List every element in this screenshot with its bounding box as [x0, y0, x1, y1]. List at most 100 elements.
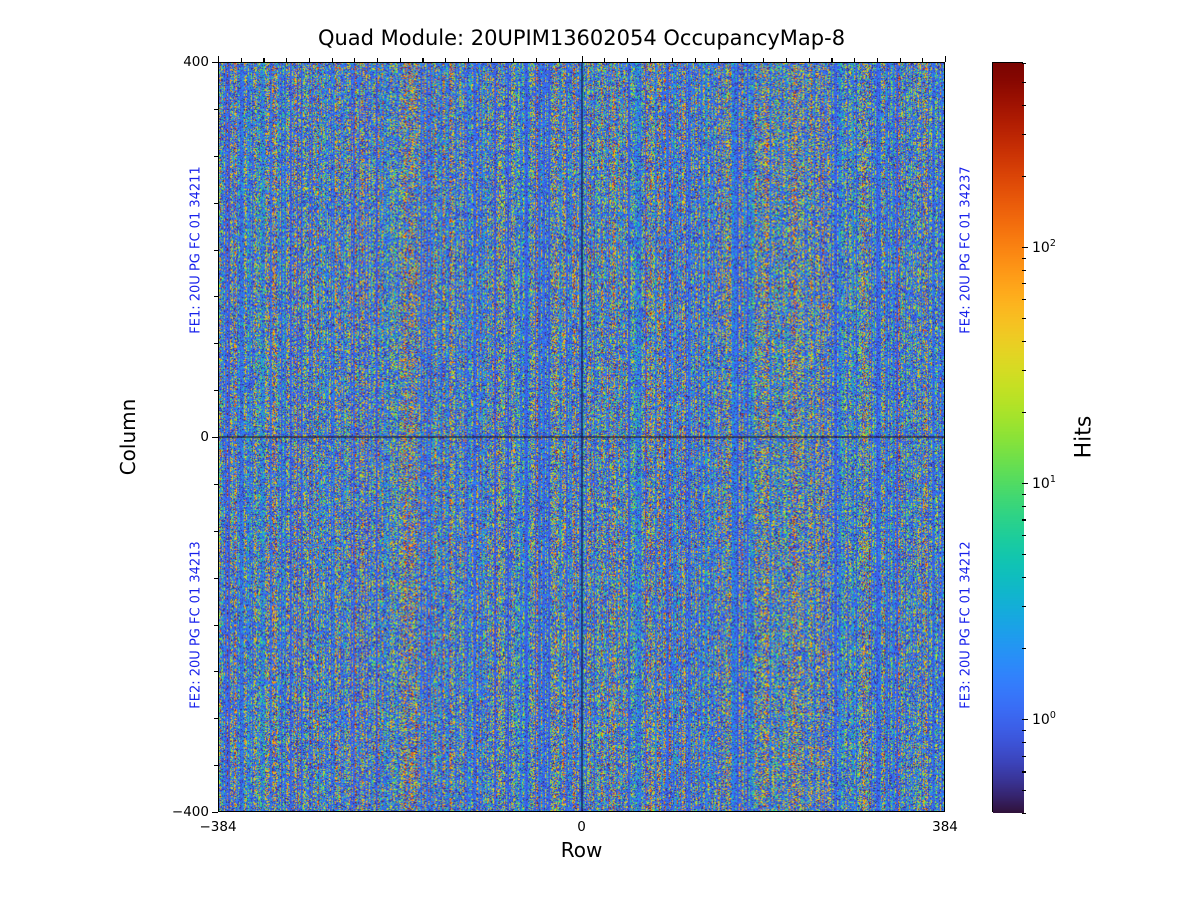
y-axis-minor-tick	[214, 249, 218, 251]
x-axis-minor-tick	[308, 58, 310, 62]
x-axis-minor-tick	[536, 58, 538, 62]
colorbar-minor-tick	[1022, 104, 1026, 106]
x-axis-minor-tick	[399, 58, 401, 62]
colorbar-minor-tick	[1022, 606, 1026, 608]
colorbar-minor-tick	[1022, 755, 1026, 757]
colorbar-major-tick	[1022, 482, 1028, 484]
annotation-fe3: FE3: 20U PG FC 01 34212	[958, 541, 974, 709]
x-axis-minor-tick	[331, 58, 333, 62]
x-axis-major-tick	[581, 55, 583, 62]
colorbar-minor-tick	[1022, 576, 1026, 578]
x-axis-minor-tick	[672, 58, 674, 62]
colorbar-minor-tick	[1022, 505, 1026, 507]
y-axis-minor-tick	[214, 765, 218, 767]
x-axis-minor-tick	[604, 58, 606, 62]
colorbar-minor-tick	[1022, 790, 1026, 792]
colorbar-minor-tick	[1022, 283, 1026, 285]
x-axis-major-tick	[945, 55, 947, 62]
y-axis-minor-tick	[214, 530, 218, 532]
x-axis-minor-tick	[558, 58, 560, 62]
x-axis-minor-tick	[649, 58, 651, 62]
colorbar-tick-label: 102	[1032, 237, 1056, 256]
colorbar-minor-tick	[1022, 175, 1026, 177]
colorbar-minor-tick	[1022, 411, 1026, 413]
x-axis-minor-tick	[445, 58, 447, 62]
x-axis-label: Row	[560, 838, 603, 862]
x-axis-tick-label: −384	[199, 819, 237, 835]
x-axis-minor-tick	[626, 58, 629, 62]
x-axis-major-tick	[218, 55, 220, 62]
colorbar-minor-tick	[1022, 81, 1026, 83]
x-axis-minor-tick	[286, 58, 288, 62]
colorbar-minor-tick	[1022, 813, 1026, 815]
x-axis-minor-tick	[899, 58, 901, 62]
occupancy-heatmap-axes	[218, 62, 945, 812]
y-axis-minor-tick	[214, 577, 218, 579]
x-axis-minor-tick	[263, 58, 265, 62]
x-axis-minor-tick	[467, 58, 469, 62]
y-axis-minor-tick	[214, 202, 218, 204]
x-axis-minor-tick	[354, 58, 356, 62]
y-axis-tick-label: 400	[183, 54, 209, 70]
y-axis-minor-tick	[214, 718, 218, 720]
y-axis-tick-label: −400	[171, 804, 209, 820]
y-axis-minor-tick	[214, 390, 218, 392]
annotation-fe2: FE2: 20U PG FC 01 34213	[188, 541, 204, 709]
colorbar-minor-tick	[1022, 63, 1026, 65]
y-axis-major-tick	[211, 62, 218, 64]
x-axis-minor-tick	[422, 58, 424, 62]
y-axis-minor-tick	[214, 296, 218, 298]
y-axis-minor-tick	[214, 108, 218, 110]
x-axis-minor-tick	[717, 58, 719, 62]
colorbar: 100 101 102	[992, 62, 1056, 815]
colorbar-minor-tick	[1022, 729, 1026, 731]
colorbar-minor-tick	[1022, 134, 1026, 136]
y-axis-label: Column	[116, 398, 140, 476]
colorbar-minor-tick	[1022, 269, 1026, 271]
colorbar-minor-tick	[1022, 299, 1026, 301]
x-axis-minor-tick	[490, 58, 492, 62]
colorbar-major-tick	[1022, 246, 1028, 248]
x-axis-minor-tick	[922, 58, 924, 62]
x-axis-minor-tick	[513, 58, 515, 62]
colorbar-minor-tick	[1022, 519, 1026, 521]
x-axis-tick-label: 384	[932, 819, 958, 835]
x-axis-minor-tick	[808, 58, 810, 62]
colorbar-minor-tick	[1022, 340, 1026, 342]
colorbar-minor-tick	[1022, 493, 1026, 495]
colorbar-minor-tick	[1022, 741, 1026, 743]
y-axis-minor-tick	[214, 343, 218, 345]
colorbar-minor-tick	[1022, 257, 1026, 259]
colorbar-minor-tick	[1022, 771, 1026, 773]
x-axis-minor-tick	[785, 58, 788, 62]
y-axis-tick-label: 0	[200, 429, 209, 445]
heatmap-image	[219, 63, 944, 811]
colorbar-minor-tick	[1022, 535, 1026, 537]
y-axis-major-tick	[211, 437, 218, 439]
y-axis-ticks: −400 0 400	[172, 54, 945, 820]
colorbar-tick-label: 101	[1032, 474, 1056, 492]
colorbar-minor-tick	[1022, 647, 1026, 650]
x-axis-minor-tick	[377, 58, 379, 62]
colorbar-minor-tick	[1022, 317, 1026, 319]
annotation-fe4: FE4: 20U PG FC 01 34237	[958, 166, 974, 334]
y-axis-minor-tick	[214, 155, 218, 157]
colorbar-minor-tick	[1022, 553, 1026, 556]
y-axis-minor-tick	[214, 624, 218, 626]
x-axis-minor-tick	[740, 58, 742, 62]
colorbar-minor-tick	[1022, 370, 1026, 372]
colorbar-gradient	[993, 63, 1024, 813]
page-title: Quad Module: 20UPIM13602054 OccupancyMap…	[317, 26, 846, 50]
colorbar-tick-label: 100	[1032, 710, 1056, 728]
y-axis-major-tick	[211, 812, 218, 814]
x-axis-tick-label: 0	[577, 819, 586, 835]
x-axis-minor-tick	[831, 58, 833, 62]
annotation-fe1: FE1: 20U PG FC 01 34211	[188, 166, 204, 334]
y-axis-minor-tick	[214, 483, 218, 485]
x-axis-minor-tick	[854, 58, 856, 62]
y-axis-minor-tick	[214, 671, 218, 673]
x-axis-minor-tick	[240, 58, 242, 62]
x-axis-minor-tick	[763, 58, 765, 62]
colorbar-major-tick	[1022, 719, 1028, 721]
